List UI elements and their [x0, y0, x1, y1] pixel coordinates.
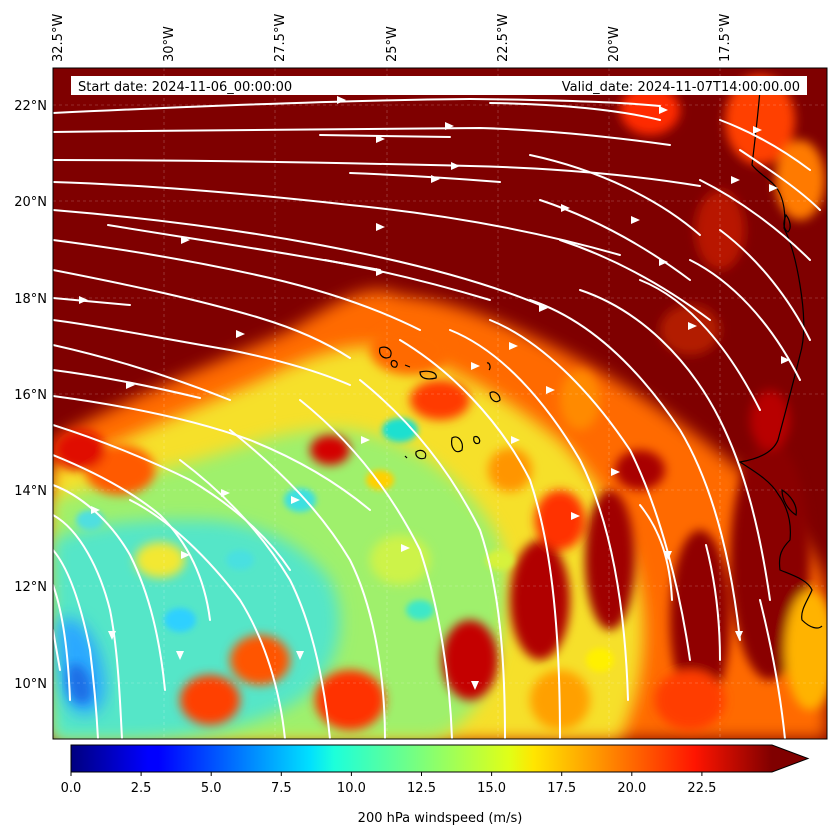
colorbar-tick-label: 12.5	[407, 781, 436, 796]
colorbar-ticks: 0.0 2.5 5.0 7.5 10.0 12.5 15.0 17.5 20.0 22.5	[61, 772, 716, 796]
streamline-arrowheads	[79, 96, 790, 690]
colorbar-tick-label: 15.0	[477, 781, 506, 796]
colorbar-tick-label: 10.0	[337, 781, 366, 796]
map-plot-area: Start date: 2024-11-06_00:00:00 Valid_da…	[53, 68, 827, 739]
lon-label: 17.5°W	[718, 14, 733, 62]
lat-label: 16°N	[14, 388, 47, 403]
lat-label: 18°N	[14, 292, 47, 307]
lat-label: 20°N	[14, 195, 47, 210]
colorbar-gradient	[71, 745, 772, 772]
lon-label: 27.5°W	[273, 14, 288, 62]
colorbar: 0.0 2.5 5.0 7.5 10.0 12.5 15.0 17.5 20.0 22.5 200…	[61, 744, 810, 826]
colorbar-tick-label: 17.5	[547, 781, 576, 796]
lon-label: 22.5°W	[496, 14, 511, 62]
colorbar-outline	[70, 744, 810, 773]
longitude-labels: 32.5°W 30°W 27.5°W 25°W 22.5°W 20°W 17.5…	[51, 14, 733, 62]
lat-label: 14°N	[14, 484, 47, 499]
colorbar-tick-label: 20.0	[617, 781, 646, 796]
lat-label: 12°N	[14, 580, 47, 595]
colorbar-tick-label: 0.0	[61, 781, 82, 796]
colorbar-label: 200 hPa windspeed (m/s)	[358, 811, 523, 826]
map-frame	[52, 67, 828, 740]
lon-label: 20°W	[607, 26, 622, 62]
colorbar-extend-arrow	[772, 745, 808, 772]
lat-label: 10°N	[14, 677, 47, 692]
lat-label: 22°N	[14, 99, 47, 114]
colorbar-tick-label: 22.5	[687, 781, 716, 796]
colorbar-tick-label: 7.5	[271, 781, 292, 796]
date-annotation-box: Start date: 2024-11-06_00:00:00 Valid_da…	[71, 76, 807, 95]
lon-label: 32.5°W	[51, 14, 66, 62]
colorbar-tick-label: 5.0	[201, 781, 222, 796]
lon-label: 30°W	[162, 26, 177, 62]
lon-label: 25°W	[385, 26, 400, 62]
valid-date-label: Valid_date: 2024-11-07T14:00:00.00	[562, 80, 800, 95]
coastline	[738, 89, 823, 629]
wind-streamlines	[53, 97, 821, 739]
cape-verde-islands	[379, 346, 501, 460]
windspeed-field-shading	[53, 75, 827, 739]
latitude-labels: 22°N 20°N 18°N 16°N 14°N 12°N 10°N	[14, 99, 47, 692]
start-date-label: Start date: 2024-11-06_00:00:00	[78, 80, 292, 95]
colorbar-tick-label: 2.5	[131, 781, 152, 796]
